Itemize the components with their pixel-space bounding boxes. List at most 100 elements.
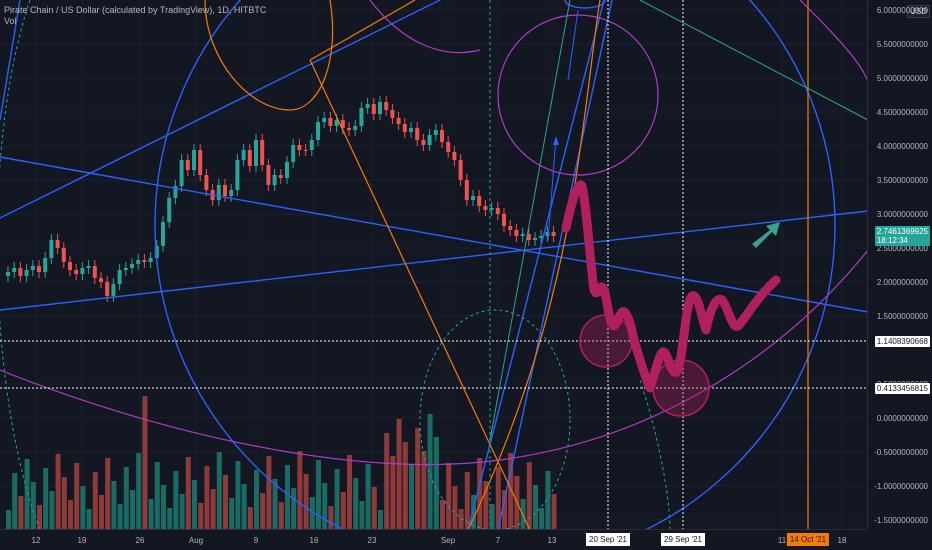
volume-bar (216, 452, 222, 530)
volume-bar (235, 461, 241, 530)
candle-body (378, 102, 382, 114)
time-tick: 18 (837, 536, 847, 545)
price-tick: -0.5000000000 (874, 448, 928, 457)
volume-bar (179, 494, 185, 530)
horizontal-price-lines (0, 0, 868, 530)
blue-circle-large (154, 0, 836, 550)
teal-fan-line-2 (639, 0, 869, 121)
volume-bar (464, 472, 470, 530)
candle-body (167, 198, 172, 222)
candle-body (303, 150, 308, 151)
volume-bar (353, 478, 359, 530)
magenta-arc-bottom (0, 249, 869, 465)
volume-bar (297, 451, 303, 530)
candle-body (278, 175, 283, 178)
price-tick: 0.0000000000 (876, 414, 928, 423)
candle-body (539, 236, 544, 238)
candle-body (297, 145, 302, 150)
time-scale[interactable]: 12 19 26 Aug 9 16 23 Sep 7 13 11 18 20 S… (0, 529, 868, 550)
candle-body (359, 108, 364, 126)
volume-bar (260, 493, 266, 530)
candle-body (452, 152, 457, 160)
volume-bar (291, 488, 297, 530)
trendline-steep-2 (497, 0, 613, 531)
volume-bar (303, 474, 309, 530)
volume-bar (285, 465, 290, 530)
candle-body (384, 102, 389, 110)
currency-badge[interactable]: USD (907, 5, 930, 18)
orange-fan-line-1 (309, 59, 531, 531)
volume-bar (12, 473, 18, 530)
trendline-steep-1 (467, 0, 605, 531)
candle-body (545, 232, 550, 236)
candle-body (18, 268, 23, 276)
candle-body (464, 180, 469, 200)
candle-body (92, 266, 97, 278)
candle-body (365, 104, 370, 108)
candle-body (123, 268, 128, 270)
volume-bar (365, 464, 371, 530)
candle-body (322, 118, 327, 122)
volume-bar (402, 442, 408, 530)
candle-body (502, 214, 506, 226)
candle-body (340, 120, 345, 128)
candle-body (415, 128, 420, 140)
volume-bar (502, 490, 507, 530)
volume-bar (111, 481, 117, 530)
magenta-circle (497, 14, 659, 176)
volume-bar (458, 509, 464, 530)
candle-body (520, 234, 525, 236)
candle-body (440, 130, 444, 142)
orange-lines (204, 0, 809, 531)
volume-bar (378, 510, 383, 530)
chart-title: Pirate Chain / US Dollar (calculated by … (4, 5, 267, 15)
volume-bar (105, 458, 111, 530)
candle-body (266, 165, 271, 185)
volume-bar (30, 482, 36, 530)
volume-bar (117, 504, 123, 530)
volume-bar (421, 451, 427, 530)
volume-bar (508, 453, 514, 530)
candle-body (489, 208, 494, 210)
volume-bar (185, 457, 191, 530)
volume-bar (347, 455, 352, 530)
candle-body (37, 266, 41, 272)
price-scale[interactable]: USD 6.0000000000 5.5000000000 5.00000000… (867, 0, 932, 530)
price-line-label-1: 1.1408390668 (874, 336, 930, 347)
volume-bar (223, 475, 228, 530)
trendline-ascending (0, 210, 869, 311)
volume-bar (130, 490, 135, 530)
volume-bar (328, 506, 334, 530)
volume-bar (86, 509, 92, 530)
teal-dotted-lines (0, 0, 671, 531)
volume-bar (545, 471, 551, 530)
volume-bar (80, 486, 86, 530)
chart-legend: Pirate Chain / US Dollar (calculated by … (4, 5, 266, 27)
volume-bar (18, 496, 24, 530)
candle-body (309, 140, 314, 150)
candle-body (12, 268, 17, 272)
candle-body (111, 284, 116, 296)
volume-bar (241, 484, 247, 530)
freehand-forecast-path (561, 180, 781, 393)
candle-body (136, 260, 141, 264)
candle-body (6, 272, 10, 276)
price-line-label-2: 0.4133456815 (874, 383, 930, 394)
price-tick: 6.0000000000 (876, 6, 928, 15)
volume-bar (167, 508, 173, 530)
candle-body (61, 248, 66, 262)
volume-bar (6, 510, 11, 530)
volume-bar (309, 497, 315, 530)
blue-trendlines (0, 0, 869, 550)
candle-body (396, 118, 401, 124)
volume-bar (148, 499, 154, 530)
candle-body (433, 130, 438, 135)
candle-body (241, 150, 246, 160)
candle-body (533, 238, 537, 240)
volume-bar (489, 504, 495, 530)
price-tick: 5.5000000000 (876, 40, 928, 49)
candle-body (247, 150, 252, 166)
volume-bar (322, 483, 328, 530)
volume-bar (539, 508, 545, 530)
